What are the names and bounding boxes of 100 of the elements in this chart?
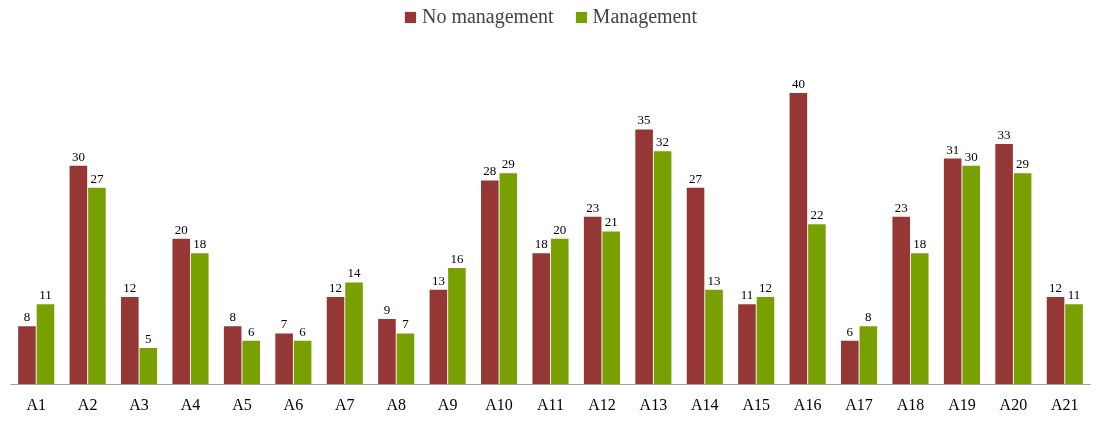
data-label: 31 bbox=[946, 141, 960, 157]
data-label: 30 bbox=[964, 148, 978, 164]
x-tick-label: A8 bbox=[386, 395, 406, 413]
bar bbox=[602, 231, 620, 385]
x-tick-label: A5 bbox=[232, 395, 252, 413]
data-label: 20 bbox=[174, 221, 188, 237]
data-label: 12 bbox=[329, 280, 343, 296]
data-label: 23 bbox=[894, 199, 908, 215]
data-label: 5 bbox=[145, 331, 152, 347]
x-tick-label: A21 bbox=[1051, 395, 1079, 413]
data-label: 29 bbox=[501, 156, 515, 172]
data-label: 22 bbox=[810, 207, 824, 223]
bar bbox=[378, 318, 396, 385]
data-label: 18 bbox=[193, 236, 207, 252]
bar bbox=[1065, 304, 1083, 385]
data-label: 20 bbox=[553, 221, 567, 237]
x-tick-label: A4 bbox=[180, 395, 201, 413]
x-tick-label: A7 bbox=[335, 395, 355, 413]
bar bbox=[635, 129, 653, 385]
bar bbox=[859, 326, 878, 385]
bar bbox=[69, 165, 88, 385]
bar bbox=[190, 253, 209, 385]
bar bbox=[738, 304, 756, 385]
bar bbox=[242, 340, 260, 385]
bar bbox=[943, 158, 962, 385]
x-tick-label: A16 bbox=[793, 395, 822, 413]
bar bbox=[1046, 297, 1065, 385]
bar bbox=[550, 238, 569, 385]
bar bbox=[223, 326, 242, 385]
data-label: 16 bbox=[450, 250, 464, 266]
data-label: 8 bbox=[229, 309, 236, 325]
bar bbox=[36, 304, 55, 385]
data-label: 40 bbox=[791, 75, 805, 91]
data-label: 14 bbox=[347, 265, 362, 281]
bar bbox=[841, 340, 859, 385]
bar bbox=[653, 151, 672, 385]
bar bbox=[481, 180, 499, 385]
data-label: 8 bbox=[23, 309, 31, 325]
bar bbox=[789, 92, 808, 385]
bar bbox=[293, 340, 312, 385]
bar bbox=[686, 187, 705, 385]
data-label: 18 bbox=[913, 236, 927, 252]
data-label: 12 bbox=[758, 280, 772, 296]
bar bbox=[275, 333, 293, 385]
bar bbox=[326, 297, 345, 385]
x-tick-label: A3 bbox=[129, 395, 149, 413]
data-label: 11 bbox=[1067, 287, 1081, 303]
legend-label: No management bbox=[421, 5, 554, 28]
x-tick-label: A1 bbox=[26, 395, 46, 413]
data-label: 33 bbox=[997, 126, 1011, 142]
x-tick-label: A12 bbox=[588, 395, 616, 413]
legend-label: Management bbox=[592, 5, 698, 28]
data-label: 11 bbox=[740, 287, 754, 303]
data-label: 8 bbox=[865, 309, 872, 325]
bar bbox=[172, 238, 191, 385]
x-tick-label: A15 bbox=[742, 395, 770, 413]
data-label: 29 bbox=[1016, 156, 1030, 172]
data-label: 18 bbox=[534, 236, 548, 252]
x-tick-label: A2 bbox=[77, 395, 98, 413]
bar bbox=[429, 289, 448, 385]
bar bbox=[499, 173, 518, 385]
x-tick-label: A9 bbox=[437, 395, 458, 413]
x-tick-label: A11 bbox=[537, 395, 564, 413]
data-label: 9 bbox=[383, 301, 391, 317]
data-label: 27 bbox=[689, 170, 703, 186]
data-label: 13 bbox=[707, 272, 721, 288]
bar bbox=[995, 143, 1013, 385]
data-label: 35 bbox=[637, 112, 651, 128]
bar bbox=[139, 348, 158, 385]
bar bbox=[1013, 173, 1032, 385]
data-label: 12 bbox=[1049, 280, 1063, 296]
data-label: 6 bbox=[846, 323, 854, 339]
data-label: 6 bbox=[247, 323, 255, 339]
x-tick-label: A19 bbox=[948, 395, 976, 413]
bar bbox=[396, 333, 415, 385]
bar bbox=[18, 326, 36, 385]
data-label: 12 bbox=[123, 280, 137, 296]
bar bbox=[962, 165, 980, 385]
bar bbox=[88, 187, 106, 385]
data-label: 28 bbox=[483, 163, 497, 179]
data-label: 30 bbox=[71, 148, 85, 164]
bar bbox=[121, 297, 139, 385]
bar bbox=[910, 253, 929, 385]
x-tick-label: A20 bbox=[999, 395, 1028, 413]
data-label: 13 bbox=[431, 272, 445, 288]
bar bbox=[808, 224, 826, 385]
data-label: 7 bbox=[402, 316, 410, 332]
x-tick-label: A17 bbox=[845, 395, 873, 413]
data-label: 27 bbox=[90, 170, 104, 186]
bar bbox=[345, 282, 363, 385]
x-tick-label: A14 bbox=[691, 395, 719, 413]
bar bbox=[583, 216, 602, 385]
data-label: 11 bbox=[39, 287, 52, 303]
x-tick-label: A18 bbox=[896, 395, 925, 413]
x-tick-label: A6 bbox=[283, 395, 304, 413]
data-label: 32 bbox=[656, 134, 670, 150]
bar bbox=[448, 267, 466, 385]
bar bbox=[756, 297, 775, 385]
bar bbox=[532, 253, 551, 385]
x-tick-label: A13 bbox=[639, 395, 668, 413]
